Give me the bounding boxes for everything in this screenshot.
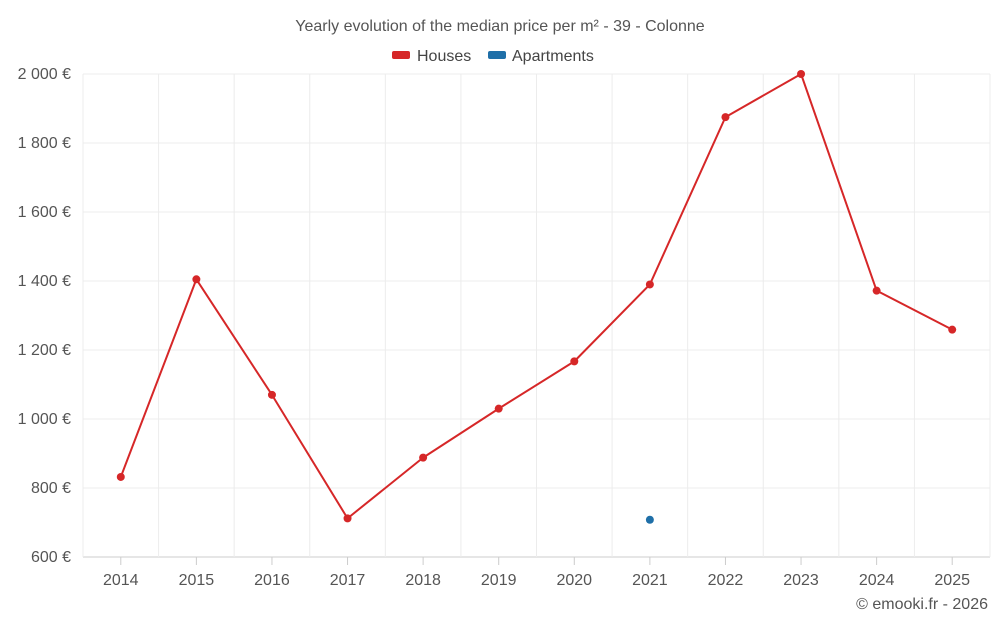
x-tick-label: 2020 — [556, 572, 592, 589]
x-tick-label: 2016 — [254, 572, 290, 589]
x-tick-label: 2022 — [708, 572, 744, 589]
data-point-houses[interactable] — [116, 472, 125, 481]
grid — [82, 73, 991, 558]
data-point-houses[interactable] — [192, 275, 201, 284]
data-point-houses[interactable] — [872, 286, 881, 295]
legend-swatch-houses — [392, 51, 410, 59]
y-tick-label: 1 400 € — [18, 273, 71, 290]
legend-swatch-apartments — [488, 51, 506, 59]
x-tick-label: 2021 — [632, 572, 668, 589]
legend: Houses Apartments — [392, 48, 594, 65]
series-line-houses — [119, 73, 953, 520]
y-axis: 600 € 800 € 1 000 € 1 200 € 1 400 € 1 600 € 1 … — [18, 66, 71, 566]
x-tick-label: 2023 — [783, 572, 819, 589]
legend-label-apartments: Apartments — [512, 48, 594, 65]
data-point-houses[interactable] — [494, 404, 503, 413]
data-point-houses[interactable] — [343, 514, 352, 523]
y-tick-label: 2 000 € — [18, 66, 71, 83]
y-tick-label: 600 € — [31, 549, 71, 566]
x-tick-label: 2018 — [405, 572, 441, 589]
data-point-apartments[interactable] — [645, 515, 654, 524]
y-tick-label: 800 € — [31, 480, 71, 497]
data-point-houses[interactable] — [797, 70, 806, 78]
x-tick-label: 2024 — [859, 572, 895, 589]
data-point-houses[interactable] — [267, 390, 276, 399]
y-tick-label: 1 200 € — [18, 342, 71, 359]
legend-item-apartments[interactable]: Apartments — [488, 48, 594, 65]
legend-label-houses: Houses — [417, 48, 471, 65]
data-point-houses[interactable] — [570, 357, 579, 366]
x-tick-label: 2014 — [103, 572, 139, 589]
data-point-houses[interactable] — [419, 453, 428, 462]
credit-text: © emooki.fr - 2026 — [856, 596, 988, 613]
data-point-houses[interactable] — [721, 113, 730, 122]
data-point-houses[interactable] — [948, 325, 957, 334]
y-tick-label: 1 000 € — [18, 411, 71, 428]
legend-item-houses[interactable]: Houses — [392, 48, 471, 65]
x-tick-label: 2019 — [481, 572, 517, 589]
y-tick-label: 1 800 € — [18, 135, 71, 152]
chart-title: Yearly evolution of the median price per… — [295, 18, 705, 35]
x-axis: 2014 2015 2016 2017 2018 2019 2020 2021 2022 2023… — [103, 557, 970, 589]
data-point-houses[interactable] — [645, 280, 654, 289]
x-tick-label: 2015 — [179, 572, 215, 589]
x-tick-label: 2025 — [934, 572, 970, 589]
series-layer — [116, 70, 957, 524]
x-tick-label: 2017 — [330, 572, 366, 589]
y-tick-label: 1 600 € — [18, 204, 71, 221]
